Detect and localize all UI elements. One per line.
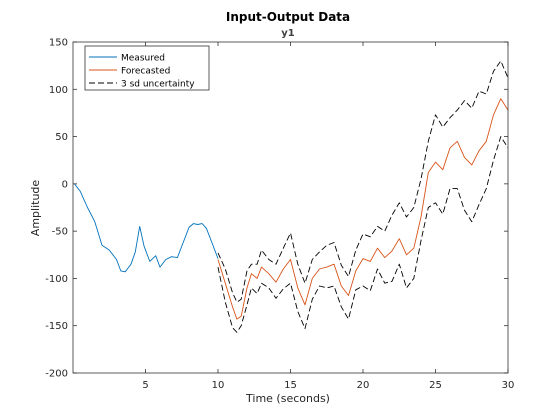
y-tick-label: -100 (45, 274, 68, 285)
y-tick-label: 150 (49, 38, 68, 49)
x-tick-label: 10 (212, 380, 225, 391)
y-tick-label: -200 (45, 369, 68, 380)
x-tick-label: 5 (142, 380, 148, 391)
series-line-lower-bound-3 (217, 136, 509, 333)
plot-area[interactable]: 5 10 15 20 25 30 -200 -150 -100 -50 0 50 100 150 (45, 38, 514, 392)
x-axis-label: Time (seconds) (245, 392, 330, 405)
chart-subtitle: y1 (281, 28, 295, 39)
y-tick-label: 100 (49, 85, 68, 96)
legend-box (84, 45, 210, 91)
y-tick-label: -50 (52, 227, 68, 238)
series-layer (74, 60, 509, 333)
x-tick-label: 25 (429, 380, 442, 391)
ticks-layer: 5 10 15 20 25 30 -200 -150 -100 -50 0 50 100 150 (45, 38, 514, 392)
chart-title: Input-Output Data (226, 10, 350, 24)
y-axis-label: Amplitude (29, 180, 42, 237)
y-tick-label: 50 (55, 132, 68, 143)
series-line-3-sd-uncertainty-2 (217, 60, 509, 303)
x-tick-label: 15 (284, 380, 297, 391)
legend-items: Measured Forecasted 3 sd uncertainty (89, 54, 195, 90)
legend-label: Forecasted (121, 67, 170, 77)
y-tick-label: 0 (62, 179, 68, 190)
legend-label: 3 sd uncertainty (121, 80, 195, 90)
x-tick-label: 30 (502, 380, 515, 391)
y-tick-label: -150 (45, 321, 68, 332)
series-line-forecasted-1 (217, 98, 509, 320)
x-tick-label: 20 (357, 380, 370, 391)
legend-label: Measured (121, 54, 165, 64)
legend[interactable]: Measured Forecasted 3 sd uncertainty (84, 45, 210, 91)
series-line-measured-0 (74, 183, 219, 273)
